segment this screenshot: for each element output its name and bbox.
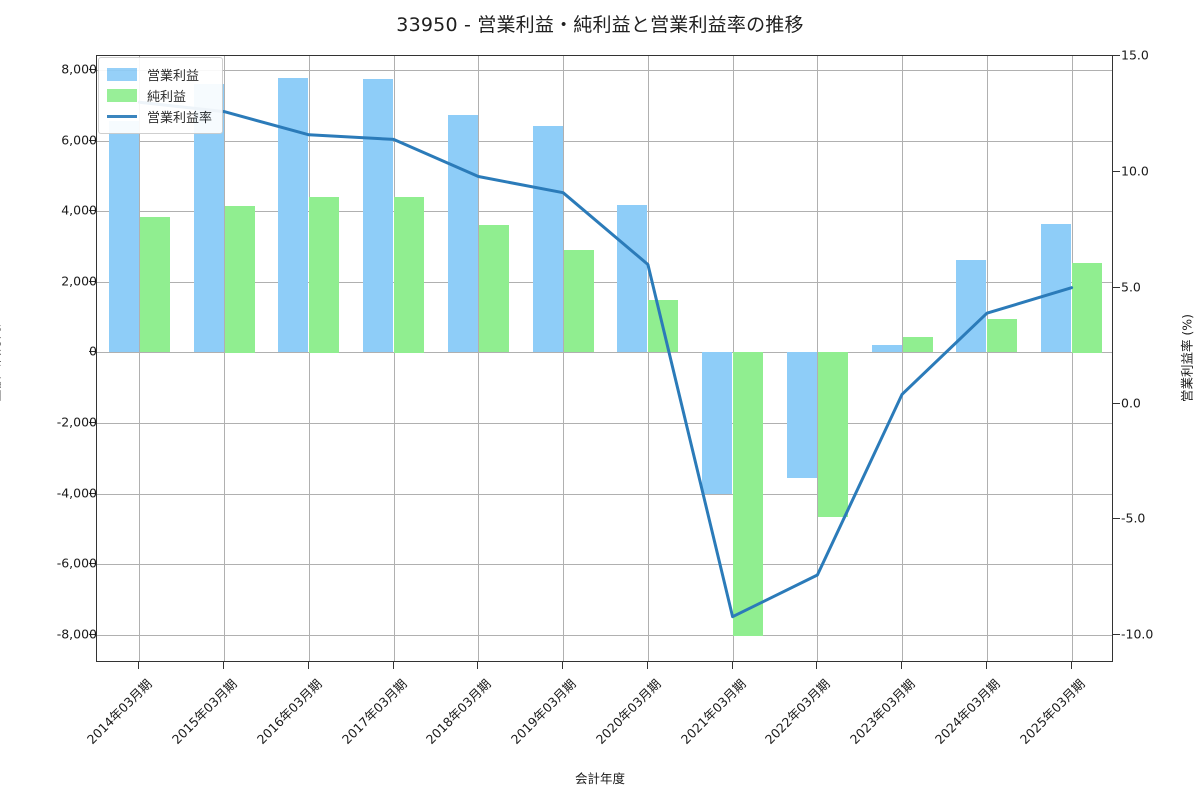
- operating-margin-line: [137, 100, 1074, 619]
- legend-swatch-operating-margin: [107, 110, 137, 123]
- bar-net-profit: [139, 216, 170, 353]
- bar-net-profit: [394, 196, 425, 353]
- bar-operating-profit: [871, 344, 902, 353]
- chart-legend: 営業利益 純利益 営業利益率: [98, 57, 224, 134]
- gridline-horizontal: [97, 564, 1112, 566]
- y-axis-left-tickmark: [89, 422, 96, 423]
- bar-operating-profit: [108, 121, 139, 353]
- bar-operating-profit: [363, 78, 394, 353]
- x-axis-tickmark: [646, 662, 648, 669]
- y-axis-left-tickmark: [89, 280, 96, 282]
- gridline-vertical: [986, 56, 988, 661]
- legend-swatch-operating-profit: [107, 68, 137, 81]
- gridline-horizontal: [97, 140, 1112, 142]
- y-axis-left-tick-label: 4,000: [61, 202, 97, 218]
- gridline-vertical: [139, 56, 141, 661]
- bar-net-profit: [563, 250, 594, 353]
- bar-operating-profit: [447, 114, 478, 353]
- gridline-horizontal: [97, 281, 1112, 283]
- y-axis-right-tick-label: 10.0: [1121, 163, 1149, 179]
- bar-net-profit: [478, 224, 509, 353]
- y-axis-right-tick-label: -5.0: [1121, 510, 1146, 526]
- legend-label-operating-margin: 営業利益率: [147, 111, 213, 126]
- y-axis-left-tickmark: [89, 492, 96, 494]
- y-axis-left-tick-label: 8,000: [61, 61, 97, 77]
- gridline-horizontal: [97, 493, 1112, 495]
- bar-net-profit: [224, 206, 255, 353]
- bar-operating-profit: [702, 352, 733, 494]
- bar-operating-profit: [786, 352, 817, 478]
- plot-clip: [97, 56, 1112, 661]
- y-axis-left-tickmark: [89, 563, 96, 565]
- y-axis-left-tick-label: -6,000: [56, 555, 97, 571]
- legend-item-net-profit: 純利益: [107, 85, 212, 106]
- y-axis-left-tickmark: [89, 210, 96, 212]
- x-axis-tickmark: [985, 662, 987, 669]
- bar-net-profit: [817, 352, 848, 518]
- y-axis-left-tick-label: -8,000: [56, 626, 97, 642]
- legend-swatch-net-profit: [107, 89, 137, 102]
- x-axis-tickmark: [477, 662, 479, 669]
- bar-net-profit: [987, 318, 1018, 353]
- x-axis-tickmark: [731, 662, 733, 669]
- gridline-vertical: [478, 56, 480, 661]
- gridline-vertical: [1071, 56, 1073, 661]
- y-axis-left-tickmark: [89, 139, 96, 141]
- y-axis-left-tick-label: 6,000: [61, 132, 97, 148]
- chart-title: 33950 - 営業利益・純利益と営業利益率の推移: [396, 14, 804, 36]
- x-axis-tickmark: [901, 662, 903, 669]
- y-axis-right-tickmark: [1113, 402, 1120, 404]
- y-axis-left-tick-label: -4,000: [56, 485, 97, 501]
- bar-operating-profit: [278, 77, 309, 353]
- bar-net-profit: [1072, 262, 1103, 353]
- y-axis-right-tickmark: [1113, 634, 1120, 636]
- bar-operating-profit: [532, 125, 563, 353]
- y-axis-right-tickmark: [1113, 518, 1120, 520]
- x-axis-label: 会計年度: [574, 771, 625, 786]
- y-axis-right-tickmark: [1113, 286, 1120, 288]
- x-axis-tickmark: [138, 662, 140, 669]
- y-axis-left-tick-label: 0: [89, 343, 97, 359]
- y-axis-right-tickmark: [1113, 170, 1120, 172]
- x-axis-tickmark: [392, 662, 394, 669]
- x-axis-tickmark: [223, 662, 225, 669]
- gridline-vertical: [393, 56, 395, 661]
- y-axis-left-tick-label: -2,000: [56, 414, 97, 430]
- bar-net-profit: [902, 337, 933, 353]
- gridline-horizontal: [97, 352, 1112, 354]
- gridline-vertical: [308, 56, 310, 661]
- y-axis-left-tick-label: 2,000: [61, 273, 97, 289]
- y-axis-right-tick-label: -10.0: [1121, 626, 1154, 642]
- gridline-vertical: [224, 56, 226, 661]
- gridline-vertical: [902, 56, 904, 661]
- legend-item-operating-margin: 営業利益率: [107, 106, 212, 127]
- y-axis-right-tick-label: 5.0: [1121, 279, 1141, 295]
- bar-net-profit: [309, 196, 340, 353]
- gridline-horizontal: [97, 211, 1112, 213]
- gridline-vertical: [563, 56, 565, 661]
- gridline-horizontal: [97, 423, 1112, 424]
- legend-item-operating-profit: 営業利益: [107, 64, 212, 85]
- y-axis-left-tickmark: [89, 69, 96, 71]
- bar-operating-profit: [617, 205, 648, 353]
- plot-area: [96, 55, 1113, 662]
- y-axis-left-tickmark: [89, 351, 96, 353]
- gridline-horizontal: [97, 634, 1112, 636]
- x-axis-tickmark: [307, 662, 309, 669]
- legend-label-net-profit: 純利益: [147, 90, 187, 105]
- legend-label-operating-profit: 営業利益: [147, 69, 200, 84]
- y-axis-right-tickmark: [1113, 55, 1120, 56]
- x-axis-tickmark: [562, 662, 564, 669]
- y-axis-left-tickmark: [89, 633, 96, 635]
- x-axis-tickmark: [816, 662, 818, 669]
- y-axis-right-tick-label: 15.0: [1121, 47, 1149, 63]
- gridline-horizontal: [97, 70, 1112, 72]
- y-axis-right-tick-label: 0.0: [1121, 395, 1141, 410]
- gridline-vertical: [647, 56, 649, 661]
- x-axis-tickmark: [1070, 662, 1072, 669]
- bar-net-profit: [733, 352, 764, 637]
